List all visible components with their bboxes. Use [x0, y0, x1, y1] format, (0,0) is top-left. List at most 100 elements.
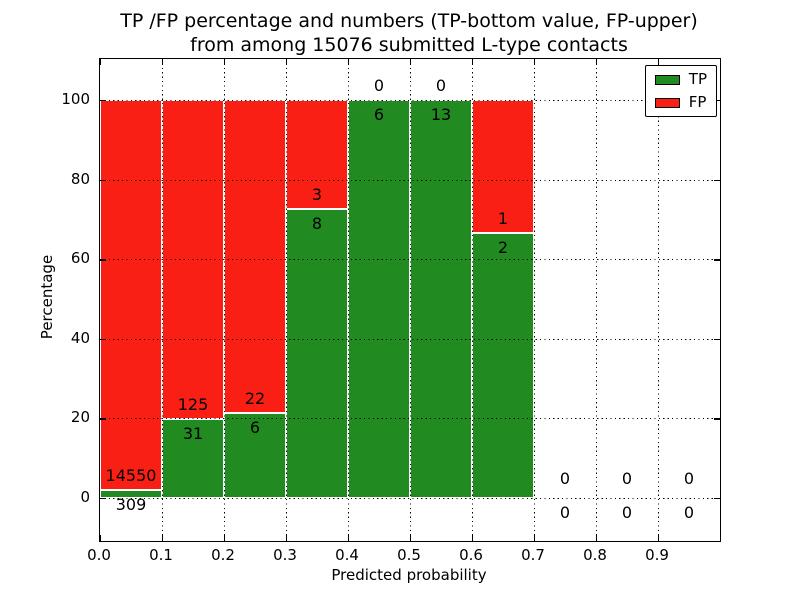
x-tick-label: 0.3	[273, 546, 297, 564]
x-gridline	[286, 59, 287, 541]
x-tick-label: 0.5	[397, 546, 421, 564]
x-tick-bottom	[658, 535, 660, 541]
fp-count-label: 0	[559, 469, 571, 488]
y-tick-left	[100, 99, 106, 102]
chart-title: TP /FP percentage and numbers (TP-bottom…	[99, 9, 719, 57]
x-tick-label: 0.6	[459, 546, 483, 564]
fp-bar	[472, 99, 534, 233]
fp-bar	[224, 99, 286, 413]
x-tick-bottom	[596, 535, 598, 541]
fp-count-label: 0	[621, 469, 633, 488]
x-tick-label: 0.2	[211, 546, 235, 564]
fp-bar	[286, 99, 348, 209]
y-tick-label: 80	[70, 169, 90, 188]
x-tick-top	[286, 59, 288, 65]
x-tick-label: 0.1	[149, 546, 173, 564]
tp-bar	[472, 232, 534, 498]
fp-count-label: 1	[497, 208, 509, 228]
y-tick-label: 20	[70, 408, 90, 427]
y-tick-right	[714, 338, 720, 341]
x-tick-top	[224, 59, 226, 65]
x-tick-top	[658, 59, 660, 65]
tp-count-label: 0	[621, 503, 633, 522]
tp-count-label: 31	[182, 423, 204, 443]
x-gridline	[472, 59, 473, 541]
fp-count-label: 3	[311, 184, 323, 204]
chart-title-line2: from among 15076 submitted L-type contac…	[190, 34, 628, 56]
x-tick-top	[472, 59, 474, 65]
y-tick-left	[100, 418, 106, 420]
x-tick-top	[410, 59, 412, 65]
y-tick-left	[100, 259, 106, 261]
x-tick-top	[100, 59, 102, 65]
y-tick-right	[714, 259, 720, 261]
tp-count-label: 6	[373, 104, 385, 124]
y-tick-left	[100, 179, 106, 181]
x-tick-top	[596, 59, 598, 65]
legend-swatch-fp-icon	[654, 97, 680, 108]
x-tick-label: 0.8	[583, 546, 607, 564]
y-tick-label: 0	[80, 488, 90, 506]
chart-title-line1: TP /FP percentage and numbers (TP-bottom…	[120, 10, 698, 32]
legend-entry-fp: FP	[654, 93, 707, 111]
legend: TP FP	[644, 65, 717, 117]
legend-entry-tp: TP	[654, 70, 707, 88]
fp-count-label: 0	[373, 75, 385, 95]
x-tick-label: 0.7	[521, 546, 545, 564]
x-gridline	[224, 59, 225, 541]
x-tick-bottom	[224, 535, 226, 541]
x-tick-top	[348, 59, 350, 65]
y-tick-right	[714, 498, 720, 500]
x-tick-bottom	[534, 535, 536, 541]
fp-count-label: 125	[177, 394, 209, 414]
x-tick-bottom	[286, 535, 288, 541]
y-tick-label: 100	[61, 89, 90, 108]
tp-bar	[348, 99, 410, 498]
x-gridline	[162, 59, 163, 541]
tp-count-label: 13	[430, 104, 452, 124]
tp-bar	[410, 99, 472, 498]
y-tick-left	[100, 338, 106, 341]
plot-area: 14550 309 125 31 22 6 3 8 0 6 0 13 1 2 0 0 0 0 0 0 TP FP	[99, 58, 721, 542]
fp-count-label: 22	[244, 388, 266, 408]
y-axis-label: Percentage	[38, 254, 56, 340]
y-tick-label: 40	[70, 328, 90, 347]
y-tick-left	[100, 498, 106, 500]
tp-count-label: 0	[559, 503, 571, 522]
x-tick-label: 0.4	[335, 546, 359, 564]
legend-label: TP	[688, 70, 707, 88]
tp-count-label: 0	[683, 503, 695, 522]
y-tick-right	[714, 418, 720, 420]
x-tick-label: 0.0	[87, 546, 111, 564]
x-tick-bottom	[100, 535, 102, 541]
x-tick-top	[162, 59, 164, 65]
x-axis-label: Predicted probability	[331, 566, 487, 584]
x-tick-bottom	[162, 535, 164, 541]
tp-count-label: 6	[249, 417, 261, 437]
y-tick-right	[714, 179, 720, 181]
tp-count-label: 8	[311, 213, 323, 233]
tp-count-label: 2	[497, 237, 509, 257]
y-tick-right	[714, 99, 720, 102]
fp-count-label: 14550	[105, 465, 157, 485]
tp-count-label: 309	[115, 494, 147, 514]
x-tick-top	[534, 59, 536, 65]
x-tick-bottom	[348, 535, 350, 541]
fp-count-label: 0	[435, 75, 447, 95]
x-tick-bottom	[472, 535, 474, 541]
x-gridline	[410, 59, 411, 541]
tp-bar	[286, 208, 348, 498]
fp-bar	[100, 99, 162, 490]
x-gridline	[534, 59, 535, 541]
tp-bar	[100, 489, 162, 498]
legend-label: FP	[688, 93, 707, 111]
x-gridline	[348, 59, 349, 541]
tp-bar	[162, 418, 224, 498]
fp-count-label: 0	[683, 469, 695, 488]
legend-swatch-tp-icon	[654, 74, 680, 85]
x-gridline	[658, 59, 659, 541]
x-tick-bottom	[410, 535, 412, 541]
x-tick-label: 0.9	[645, 546, 669, 564]
y-tick-label: 60	[70, 249, 90, 268]
